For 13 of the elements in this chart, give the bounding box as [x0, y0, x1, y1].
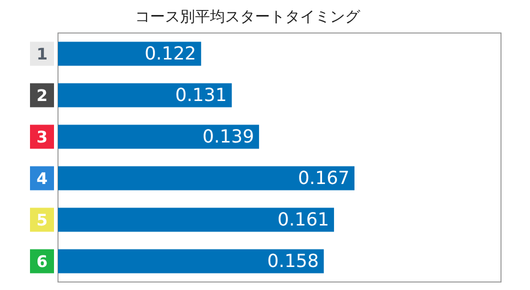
data-label: 0.167	[298, 168, 350, 189]
y-tick-label: 6	[36, 252, 48, 271]
y-tick-label: 1	[36, 44, 48, 64]
y-tick-label: 4	[36, 168, 48, 188]
chart-title: コース別平均スタートタイミング	[135, 8, 361, 26]
data-label: 0.158	[267, 250, 319, 272]
y-tick-label: 2	[36, 86, 48, 105]
y-tick-label: 5	[36, 210, 48, 230]
data-label: 0.122	[144, 43, 196, 64]
y-tick-label: 3	[36, 127, 48, 146]
data-label: 0.131	[175, 84, 227, 106]
data-label: 0.161	[277, 209, 330, 230]
data-label: 0.139	[202, 126, 254, 148]
